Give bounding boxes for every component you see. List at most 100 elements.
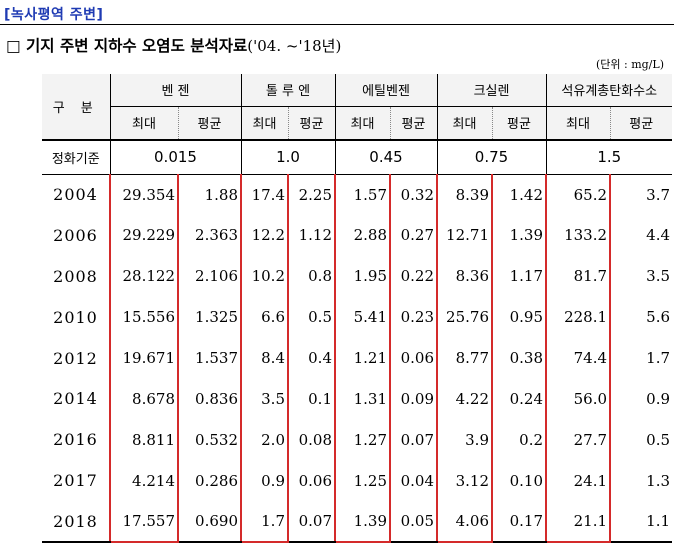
subheader-avg: 평균 <box>491 106 547 140</box>
subheader-avg: 평균 <box>287 106 335 140</box>
max-value-cell: 29.354 <box>109 174 179 215</box>
year-cell: 2010 <box>53 307 98 327</box>
max-value-cell: 17.557 <box>109 501 179 544</box>
max-value-cell: 65.2 <box>545 174 612 215</box>
avg-value-cell: 0.2 <box>491 419 547 461</box>
max-value-cell: 1.39 <box>334 501 391 544</box>
avg-value-cell: 0.23 <box>389 296 437 338</box>
subheader-avg: 평균 <box>389 106 437 140</box>
max-value-cell: 6.6 <box>240 296 289 338</box>
max-value-cell: 2.88 <box>334 214 391 256</box>
table-row: 2018 17.557 0.690 1.7 0.07 1.39 0.05 4.06 0.17 21… <box>42 501 673 544</box>
max-value-cell: 3.12 <box>436 460 493 502</box>
avg-value-cell: 1.325 <box>177 296 241 338</box>
title-suffix: ('04. ~'18년) <box>247 37 342 55</box>
avg-value-cell: 0.05 <box>389 501 437 544</box>
avg-value-cell: 0.836 <box>177 378 241 420</box>
avg-value-cell: 0.07 <box>389 419 437 461</box>
avg-value-cell: 1.3 <box>609 460 673 502</box>
max-value-cell: 4.214 <box>109 460 179 502</box>
section-tag: [녹사평역 주변] <box>4 7 104 23</box>
max-value-cell: 12.71 <box>436 214 493 256</box>
standard-row: 정화기준 0.015 1.0 0.45 0.75 1.5 <box>42 139 673 175</box>
max-value-cell: 10.2 <box>240 255 289 297</box>
avg-value-cell: 1.17 <box>491 255 547 297</box>
max-value-cell: 1.25 <box>334 460 391 502</box>
year-cell: 2017 <box>53 471 98 491</box>
max-value-cell: 1.31 <box>334 378 391 420</box>
avg-value-cell: 1.1 <box>609 501 673 544</box>
avg-value-cell: 1.7 <box>609 337 673 379</box>
avg-value-cell: 0.4 <box>287 337 335 379</box>
year-cell: 2008 <box>53 266 98 286</box>
max-value-cell: 8.4 <box>240 337 289 379</box>
avg-value-cell: 0.22 <box>389 255 437 297</box>
year-cell: 2018 <box>42 501 110 544</box>
avg-value-cell: 2.106 <box>177 255 241 297</box>
avg-value-cell: 0.08 <box>287 419 335 461</box>
year-cell: 2014 <box>53 389 98 409</box>
avg-value-cell: 0.9 <box>609 378 673 420</box>
max-value-cell: 8.36 <box>436 255 493 297</box>
group-header-tph: 석유계총탄화수소 <box>545 74 673 107</box>
avg-value-cell: 1.88 <box>177 174 241 215</box>
max-value-cell: 5.41 <box>334 296 391 338</box>
max-value-cell: 29.229 <box>109 214 179 256</box>
max-value-cell: 1.95 <box>334 255 391 297</box>
max-value-cell: 133.2 <box>545 214 612 256</box>
top-rule <box>0 24 674 25</box>
avg-value-cell: 0.17 <box>491 501 547 544</box>
max-value-cell: 19.671 <box>109 337 179 379</box>
max-value-cell: 17.4 <box>240 174 289 215</box>
table-row: 2006 29.229 2.363 12.2 1.12 2.88 0.27 12.71 1.39… <box>42 214 673 256</box>
subheader-max: 최대 <box>436 106 492 140</box>
table-row: 2014 8.678 0.836 3.5 0.1 1.31 0.09 4.22 0.24 56.0… <box>42 378 673 420</box>
avg-value-cell: 0.07 <box>287 501 335 544</box>
avg-value-cell: 0.38 <box>491 337 547 379</box>
max-value-cell: 1.7 <box>240 501 289 544</box>
standard-value: 1.5 <box>545 139 673 175</box>
table-row: 2016 8.811 0.532 2.0 0.08 1.27 0.07 3.9 0.2 27.7 0… <box>42 419 673 461</box>
avg-value-cell: 0.8 <box>287 255 335 297</box>
max-value-cell: 12.2 <box>240 214 289 256</box>
subheader-max: 최대 <box>240 106 288 140</box>
avg-value-cell: 0.09 <box>389 378 437 420</box>
avg-value-cell: 0.1 <box>287 378 335 420</box>
table-row: 2004 29.354 1.88 17.4 2.25 1.57 0.32 8.39 1.42 65… <box>42 174 673 215</box>
standard-value: 1.0 <box>240 139 335 175</box>
max-value-cell: 0.9 <box>240 460 289 502</box>
avg-value-cell: 4.4 <box>609 214 673 256</box>
max-value-cell: 25.76 <box>436 296 493 338</box>
max-value-cell: 74.4 <box>545 337 612 379</box>
max-value-cell: 56.0 <box>545 378 612 420</box>
standard-value: 0.75 <box>436 139 547 175</box>
max-value-cell: 4.06 <box>436 501 493 544</box>
avg-value-cell: 0.24 <box>491 378 547 420</box>
max-value-cell: 1.21 <box>334 337 391 379</box>
standard-value: 0.015 <box>109 139 241 175</box>
group-header-toluene: 톨 루 엔 <box>240 74 335 107</box>
max-value-cell: 8.678 <box>109 378 179 420</box>
max-value-cell: 15.556 <box>109 296 179 338</box>
subheader-max: 최대 <box>334 106 390 140</box>
subheader-max: 최대 <box>545 106 611 140</box>
max-value-cell: 3.9 <box>436 419 493 461</box>
year-cell: 2004 <box>53 185 98 205</box>
table-row: 2012 19.671 1.537 8.4 0.4 1.21 0.06 8.77 0.38 74.… <box>42 337 673 379</box>
avg-value-cell: 0.27 <box>389 214 437 256</box>
avg-value-cell: 3.5 <box>609 255 673 297</box>
title-prefix: □ 기지 주변 지하수 오염도 분석자료 <box>6 37 248 55</box>
avg-value-cell: 1.12 <box>287 214 335 256</box>
avg-value-cell: 0.32 <box>389 174 437 215</box>
header-row-stats: 최대 평균 최대 평균 최대 평균 최대 평균 최대 평균 <box>42 106 673 140</box>
avg-value-cell: 0.532 <box>177 419 241 461</box>
standard-label: 정화기준 <box>42 139 110 175</box>
avg-value-cell: 1.42 <box>491 174 547 215</box>
year-cell: 2012 <box>53 348 98 368</box>
corner-header: 구 분 <box>42 74 110 141</box>
year-rows: 2004 29.354 1.88 17.4 2.25 1.57 0.32 8.39 1.42 65… <box>42 174 673 544</box>
max-value-cell: 1.57 <box>334 174 391 215</box>
header-row-groups: 구 분 벤 젠 톨 루 엔 에틸벤젠 크실렌 석유계총탄화수소 <box>42 74 673 141</box>
avg-value-cell: 0.06 <box>389 337 437 379</box>
max-value-cell: 4.22 <box>436 378 493 420</box>
